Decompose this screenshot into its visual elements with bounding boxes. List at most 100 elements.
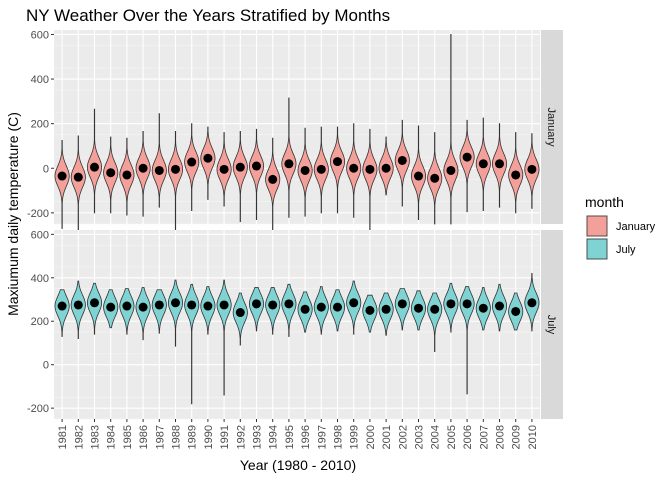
strip-label: January [545, 107, 557, 147]
x-tick-label: 1995 [284, 425, 296, 449]
median-point-january-1996 [300, 165, 310, 175]
violin-july-1981 [54, 289, 70, 337]
violin-july-2006 [459, 286, 475, 395]
x-tick-label: 2001 [381, 425, 393, 449]
median-point-july-2004 [430, 304, 440, 314]
median-point-july-1987 [154, 300, 164, 310]
median-point-july-2003 [414, 303, 423, 313]
median-point-july-1999 [349, 298, 359, 308]
x-tick-label: 1990 [203, 425, 215, 449]
violin-january-1993 [248, 128, 265, 220]
x-tick-label: 2009 [511, 425, 523, 449]
median-point-july-1984 [106, 302, 116, 312]
x-tick-label: 1988 [171, 425, 183, 449]
x-axis-title: Year (1980 - 2010) [240, 457, 356, 473]
median-point-july-1997 [316, 302, 326, 312]
strip-label: July [545, 315, 557, 335]
median-point-january-1989 [187, 157, 197, 167]
x-tick-label: 1986 [138, 425, 150, 449]
violin-january-1983 [86, 108, 103, 214]
violin-january-2000 [362, 128, 378, 236]
x-tick-label: 2004 [430, 425, 442, 449]
legend-title: month [585, 194, 624, 210]
violin-january-1987 [151, 113, 167, 208]
x-tick-label: 1984 [106, 425, 118, 449]
median-point-july-1983 [90, 298, 99, 308]
median-point-july-1985 [122, 301, 132, 311]
panel-background [54, 30, 540, 224]
legend-swatch [586, 238, 608, 260]
panel-background [54, 230, 540, 419]
median-point-july-2001 [381, 304, 391, 314]
median-point-january-1984 [106, 168, 116, 178]
median-point-july-1988 [171, 298, 180, 308]
violin-july-1994 [265, 287, 281, 335]
median-point-july-1996 [300, 304, 310, 314]
y-tick-label: 600 [31, 229, 49, 241]
facet-panel-july: -200 0 200 400 600 [27, 229, 540, 420]
median-point-january-1993 [252, 161, 261, 171]
median-point-july-1982 [73, 300, 83, 310]
median-point-january-2009 [511, 170, 521, 180]
violin-july-1988 [167, 279, 184, 347]
violin-january-1990 [200, 126, 216, 200]
median-point-january-1986 [138, 163, 148, 173]
x-tick-label: 1991 [219, 425, 231, 449]
legend-entry-july: July [586, 238, 636, 260]
violin-july-1992 [232, 292, 248, 346]
violin-january-1989 [184, 123, 200, 212]
median-point-july-2005 [446, 299, 456, 309]
median-point-july-2002 [397, 299, 407, 309]
median-point-january-2005 [446, 165, 456, 175]
strip-july: July [541, 230, 563, 419]
median-point-july-1986 [138, 302, 148, 312]
x-tick-label: 2006 [462, 425, 474, 449]
x-tick-label: 1982 [73, 425, 85, 449]
median-point-july-2006 [462, 299, 472, 309]
violin-july-1999 [346, 280, 362, 335]
violin-july-2002 [394, 288, 410, 331]
median-point-july-2008 [495, 301, 504, 311]
median-point-january-1999 [349, 163, 359, 173]
violin-january-1986 [135, 131, 151, 217]
violin-january-1995 [281, 97, 297, 218]
x-tick-label: 2000 [365, 425, 377, 449]
legend-entry-january: January [586, 215, 656, 237]
violin-july-1993 [248, 287, 265, 332]
median-point-january-2006 [462, 152, 472, 162]
median-point-july-1989 [187, 300, 197, 310]
median-point-january-1991 [219, 164, 229, 174]
median-point-july-1998 [333, 302, 342, 312]
violin-july-1995 [281, 283, 297, 337]
x-tick-label: 1996 [300, 425, 312, 449]
violin-july-1982 [70, 280, 86, 340]
median-point-january-1985 [122, 170, 132, 180]
x-tick-label: 2008 [495, 425, 507, 449]
median-point-july-2009 [511, 306, 521, 316]
violin-july-1991 [216, 279, 232, 396]
median-point-july-1994 [268, 300, 278, 310]
strip-background [541, 30, 563, 224]
y-axis-title: Maxiumum daily temperature (C) [5, 112, 21, 316]
x-tick-label: 1983 [90, 425, 102, 449]
median-point-july-1990 [203, 301, 213, 311]
median-point-july-2007 [478, 303, 488, 313]
y-tick-label: 600 [31, 29, 49, 41]
violin-july-1985 [119, 288, 135, 335]
x-tick-label: 1997 [316, 425, 328, 449]
strip-background [541, 230, 563, 419]
median-point-july-1981 [57, 301, 67, 311]
y-tick-label: -200 [27, 403, 49, 415]
legend-label: July [616, 244, 636, 256]
y-tick-label: 0 [43, 360, 49, 372]
violin-july-1989 [184, 283, 200, 405]
median-point-january-2004 [430, 173, 440, 183]
facet-panels: -200 0 200 400 600 -200 0 200 400 600 [27, 29, 540, 420]
median-point-january-2008 [495, 159, 504, 169]
y-tick-label: 200 [31, 119, 49, 131]
median-point-january-2001 [381, 163, 391, 173]
x-tick-label: 2003 [414, 425, 426, 449]
x-tick-label: 2002 [397, 425, 409, 449]
median-point-january-1990 [203, 153, 213, 163]
